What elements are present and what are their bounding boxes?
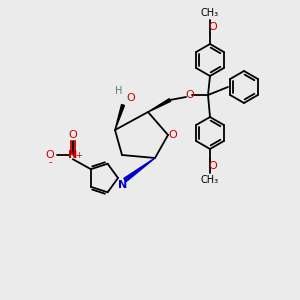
Text: CH₃: CH₃ <box>201 8 219 18</box>
Text: +: + <box>75 151 82 160</box>
Polygon shape <box>124 158 155 181</box>
Polygon shape <box>115 104 124 130</box>
Text: O: O <box>186 90 194 100</box>
Text: O: O <box>68 130 77 140</box>
Text: O: O <box>208 22 217 32</box>
Text: O: O <box>127 93 135 103</box>
Text: N: N <box>68 150 77 160</box>
Polygon shape <box>148 99 171 112</box>
Text: O: O <box>169 130 177 140</box>
Text: N: N <box>118 180 127 190</box>
Text: O: O <box>46 150 54 160</box>
Text: CH₃: CH₃ <box>201 175 219 185</box>
Text: -: - <box>48 157 52 167</box>
Text: O: O <box>208 161 217 171</box>
Text: H: H <box>115 86 123 96</box>
